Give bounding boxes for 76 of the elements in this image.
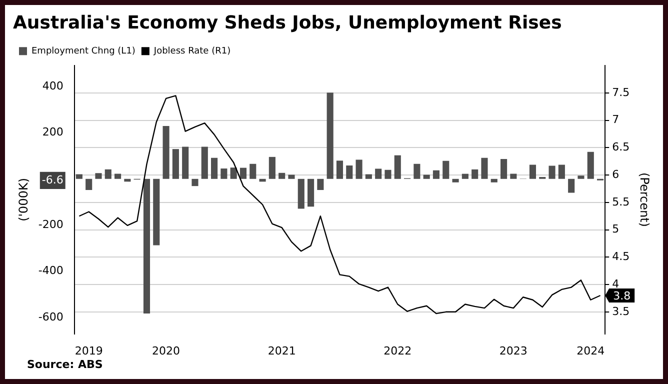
bar [578,176,584,179]
bar [250,164,256,179]
bar [162,126,170,179]
bar [346,165,353,179]
y2-tick-label: 5.5 [612,195,630,208]
bar [192,178,198,186]
bar [510,174,517,179]
bar [220,168,228,179]
source-note: Source: ABS [27,358,103,371]
x-tick-label: 2019 [74,344,103,358]
bar [365,174,372,179]
bar [375,168,382,179]
y2-tick-label: 3.5 [612,304,630,318]
bar [472,169,478,179]
y2-tick-label: 7.5 [612,86,630,99]
y-tick-label: -200 [38,218,64,231]
bar [172,149,179,179]
bar [442,160,450,179]
bar [104,169,112,179]
bar [308,178,314,207]
bar [153,178,160,246]
bar [278,172,286,179]
bar [268,156,276,179]
bar [298,178,304,209]
bar [414,164,420,179]
bar [317,178,324,190]
bar [201,146,208,179]
bar [462,174,468,179]
legend-label: Employment Chng (L1) [32,46,136,56]
bar [288,174,295,179]
data-label: 3.8 [613,289,631,302]
chart-title: Australia's Economy Sheds Jobs, Unemployment Rises [13,12,562,34]
bar [95,173,102,179]
x-tick-label: 2024 [576,344,605,358]
x-tick-label: 2022 [384,344,412,358]
x-tick-label: 2023 [499,344,528,358]
bar [558,164,565,179]
bar [568,178,575,193]
bar [548,166,556,179]
bar [490,178,498,182]
bar [481,158,488,179]
x-tick-label: 2021 [268,344,296,358]
x-tick-label: 2020 [152,344,180,358]
bar [230,168,237,179]
y-axis-title: ('000K) [16,178,30,222]
bar [114,174,122,179]
y2-tick-label: 6.5 [612,140,630,154]
bar [394,155,401,179]
bar [356,160,362,179]
y-tick-label: -600 [38,310,64,324]
bar [529,164,536,179]
legend-label: Jobless Rate (R1) [152,46,231,56]
bar [240,168,247,179]
bar [500,159,508,179]
bar [326,92,334,179]
bar [587,152,594,179]
y-tick-label: 200 [42,126,64,139]
bar [384,170,392,179]
y2-axis-title: (Percent) [638,172,652,227]
bar [86,178,92,190]
bar [76,174,82,179]
y2-tick-label: 7 [612,113,620,126]
bar [423,174,430,179]
bar [432,170,440,179]
y2-tick-label: 4 [612,277,620,290]
bar [143,178,150,314]
bar [211,158,218,179]
bar [182,146,189,179]
y-tick-label: -400 [38,264,64,278]
y2-tick-label: 5 [612,222,620,236]
bar [336,160,344,179]
y-tick-label: -6.6 [42,173,64,186]
y2-tick-label: 4.5 [612,250,630,264]
y2-tick-label: 6 [612,168,620,181]
bar [452,178,459,182]
y-tick-label: 400 [42,79,64,92]
